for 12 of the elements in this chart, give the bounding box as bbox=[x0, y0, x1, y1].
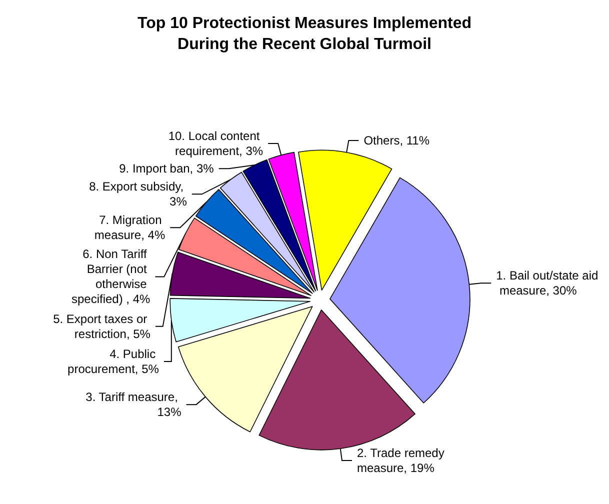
slice-label: Others, 11% bbox=[364, 134, 430, 148]
slice-label: 7. Migration measure, 4% bbox=[94, 213, 166, 242]
slice-label: 1. Bail out/state aid measure, 30% bbox=[496, 268, 598, 298]
slice-label: 3. Tariff measure, 13% bbox=[86, 390, 182, 420]
slice-label: 5. Export taxes or restriction, 5% bbox=[53, 312, 151, 341]
slice-label: 2. Trade remedy measure, 19% bbox=[356, 446, 448, 475]
slice-label: 10. Local content requirement, 3% bbox=[168, 129, 264, 158]
slice-label: 9. Import ban, 3% bbox=[119, 162, 214, 176]
chart-title: Top 10 Protectionist Measures Implemented During the Recent Global Turmoil bbox=[137, 15, 472, 53]
slice-label: 4. Public procurement, 5% bbox=[68, 347, 160, 376]
slice-label: 6. Non Tariff Barrier (not otherwise specified) , 4% bbox=[71, 247, 151, 306]
slice-label: 8. Export subsidy, 3% bbox=[89, 180, 188, 209]
